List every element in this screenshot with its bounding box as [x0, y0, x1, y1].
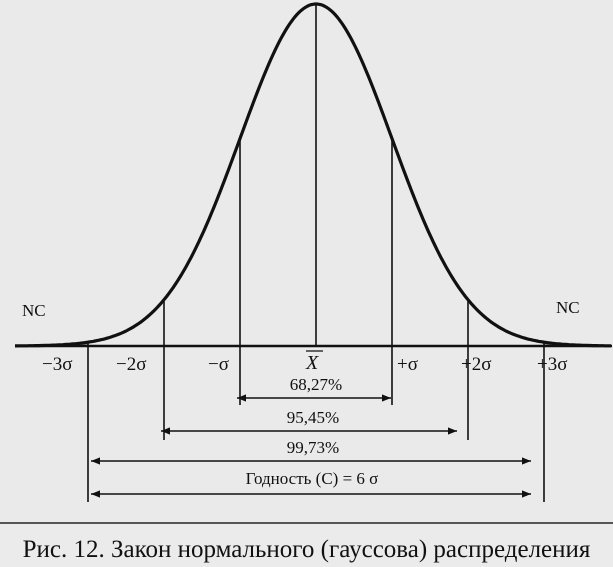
caption-bar: Рис. 12. Закон нормального (гауссова) ра…: [0, 522, 613, 567]
normal-distribution-diagram: NC NC −3σ −2σ −σ +σ +2σ +3σ X 68,27% 95,…: [15, 2, 612, 502]
sigma-lines: [87, 4, 545, 502]
tick-minus-3sigma: −3σ: [42, 354, 72, 375]
tick-plus-2sigma: +2σ: [461, 354, 491, 375]
tolerance-label: Годность (С) = 6 σ: [246, 469, 379, 488]
span-3sigma-label: 99,73%: [287, 438, 339, 457]
bell-curve: [15, 2, 611, 348]
span-1sigma-label: 68,27%: [290, 375, 342, 394]
nc-right-label: NC: [556, 298, 580, 317]
mean-label: X: [305, 352, 319, 374]
figure-caption: Рис. 12. Закон нормального (гауссова) ра…: [22, 536, 591, 563]
span-2sigma-label: 95,45%: [287, 408, 339, 427]
tick-plus-3sigma: +3σ: [537, 354, 567, 375]
tick-plus-sigma: +σ: [397, 354, 418, 375]
tick-minus-sigma: −σ: [208, 354, 229, 375]
tick-minus-2sigma: −2σ: [116, 354, 146, 375]
nc-left-label: NC: [22, 301, 46, 320]
